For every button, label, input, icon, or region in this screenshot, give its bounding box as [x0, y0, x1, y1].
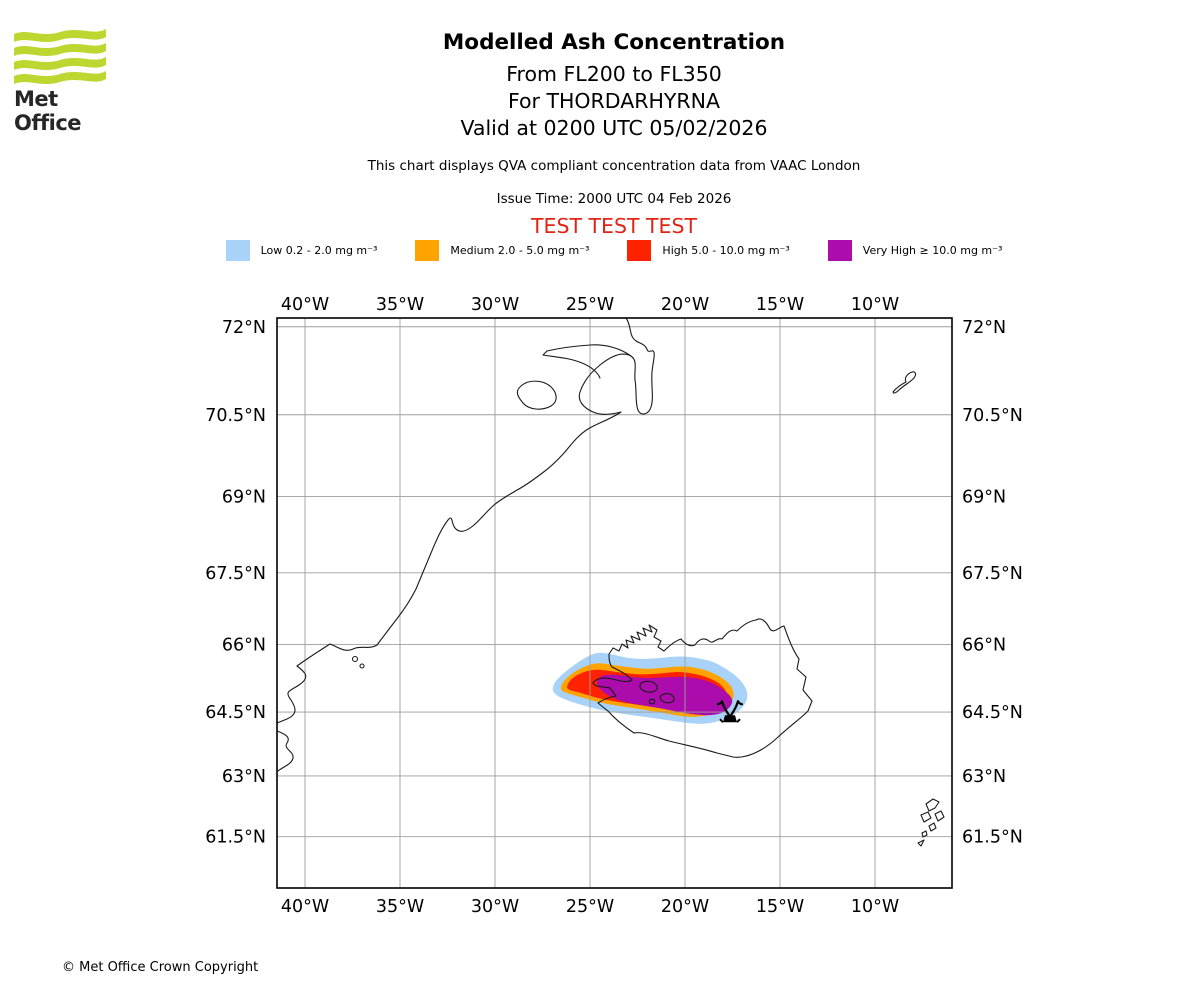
- lat-tick-left: 63°N: [222, 767, 266, 787]
- lat-tick-right: 72°N: [962, 318, 1006, 338]
- iceland-coastline: [592, 618, 813, 758]
- milne-land-island: [516, 380, 557, 410]
- logo-wave: [14, 57, 106, 70]
- greenland-coastline-south: [276, 730, 294, 772]
- iceland-glacier-outline: [648, 698, 656, 705]
- legend-label-high: High 5.0 - 10.0 mg m⁻³: [662, 244, 790, 257]
- lat-tick-right: 63°N: [962, 767, 1006, 787]
- lat-tick-right: 66°N: [962, 635, 1006, 655]
- copyright-notice: © Met Office Crown Copyright: [62, 960, 259, 975]
- legend-label-low: Low 0.2 - 2.0 mg m⁻³: [260, 244, 378, 257]
- greenland-coastline: [276, 317, 655, 724]
- lat-tick-right: 67.5°N: [962, 564, 1023, 584]
- lon-tick-bottom: 15°W: [756, 897, 804, 917]
- map-container: 40°W 40°W 35°W 35°W 30°W 30°W 25°W 25°W 20°W 20°W…: [200, 280, 1030, 930]
- axis-labels-layer: 40°W 40°W 35°W 35°W 30°W 30°W 25°W 25°W 20°W 20°W…: [205, 295, 1023, 917]
- iceland-glacier-outline: [659, 693, 675, 704]
- legend-item-medium: Medium 2.0 - 5.0 mg m⁻³: [415, 240, 589, 261]
- greenland-islet: [351, 655, 359, 663]
- legend: Low 0.2 - 2.0 mg m⁻³ Medium 2.0 - 5.0 mg …: [28, 240, 1200, 261]
- lon-tick-bottom: 20°W: [661, 897, 709, 917]
- volcano-marker-layer: [716, 700, 744, 723]
- lon-tick-bottom: 35°W: [376, 897, 424, 917]
- greenland-islet: [359, 663, 365, 669]
- volcano-marker-arms: [716, 700, 744, 717]
- lat-tick-left: 72°N: [222, 318, 266, 338]
- lat-tick-left: 69°N: [222, 487, 266, 507]
- met-office-logo-waves: [14, 29, 106, 84]
- lat-tick-right: 61.5°N: [962, 828, 1023, 848]
- legend-label-medium: Medium 2.0 - 5.0 mg m⁻³: [450, 244, 590, 257]
- lat-tick-left: 64.5°N: [205, 703, 266, 723]
- lon-tick-top: 30°W: [471, 295, 519, 315]
- lat-tick-left: 70.5°N: [205, 406, 266, 426]
- met-office-logo: Met Office: [14, 26, 114, 135]
- subtitle-flight-levels: From FL200 to FL350: [506, 62, 722, 86]
- volcano-marker-feet: [719, 718, 741, 723]
- lat-tick-right: 64.5°N: [962, 703, 1023, 723]
- legend-swatch-high: [627, 240, 652, 261]
- lon-tick-bottom: 30°W: [471, 897, 519, 917]
- subtitle-valid-time: Valid at 0200 UTC 05/02/2026: [460, 116, 768, 140]
- ash-plume-layer: [552, 652, 748, 724]
- met-office-logo-text: Met Office: [14, 87, 82, 135]
- coastline-layer: [276, 317, 945, 847]
- lon-tick-top: 15°W: [756, 295, 804, 315]
- legend-label-very-high: Very High ≥ 10.0 mg m⁻³: [862, 244, 1003, 257]
- legend-item-high: High 5.0 - 10.0 mg m⁻³: [627, 240, 790, 261]
- test-banner: TEST TEST TEST: [530, 214, 698, 238]
- page-title: Modelled Ash Concentration: [442, 30, 786, 55]
- lat-tick-left: 66°N: [222, 635, 266, 655]
- lat-tick-left: 61.5°N: [205, 828, 266, 848]
- lon-tick-top: 20°W: [661, 295, 709, 315]
- logo-wave-group: [14, 29, 106, 84]
- lat-tick-right: 70.5°N: [962, 406, 1023, 426]
- iceland-glacier-outline: [639, 680, 658, 693]
- lat-tick-left: 67.5°N: [205, 564, 266, 584]
- lon-tick-top: 40°W: [281, 295, 329, 315]
- logo-wave: [14, 71, 106, 84]
- volcano-marker: [716, 700, 744, 723]
- lat-tick-right: 69°N: [962, 487, 1006, 507]
- legend-item-very-high: Very High ≥ 10.0 mg m⁻³: [827, 240, 1003, 261]
- grid-layer: [277, 318, 952, 888]
- logo-wave: [14, 43, 106, 56]
- legend-swatch-low: [225, 240, 250, 261]
- ash-contour-very-high: [596, 674, 733, 716]
- issue-time: Issue Time: 2000 UTC 04 Feb 2026: [496, 191, 732, 207]
- lon-tick-bottom: 25°W: [566, 897, 614, 917]
- lon-tick-bottom: 40°W: [281, 897, 329, 917]
- logo-wave: [14, 29, 106, 42]
- jan-mayen-island: [892, 371, 917, 394]
- lon-tick-top: 35°W: [376, 295, 424, 315]
- subtitle-volcano: For THORDARHYRNA: [507, 89, 721, 113]
- map-frame: [276, 317, 953, 889]
- lon-tick-top: 10°W: [851, 295, 899, 315]
- lon-tick-top: 25°W: [566, 295, 614, 315]
- volcano-marker-base: [723, 715, 737, 723]
- legend-item-low: Low 0.2 - 2.0 mg m⁻³: [225, 240, 378, 261]
- legend-swatch-very-high: [827, 240, 852, 261]
- faroe-islands: [917, 798, 945, 847]
- legend-swatch-medium: [415, 240, 440, 261]
- lon-tick-bottom: 10°W: [851, 897, 899, 917]
- qva-note: This chart displays QVA compliant concen…: [367, 158, 861, 174]
- map-canvas: 40°W 40°W 35°W 35°W 30°W 30°W 25°W 25°W 20°W 20°W…: [205, 295, 1023, 917]
- scoresby-fjord-arm: [542, 344, 632, 379]
